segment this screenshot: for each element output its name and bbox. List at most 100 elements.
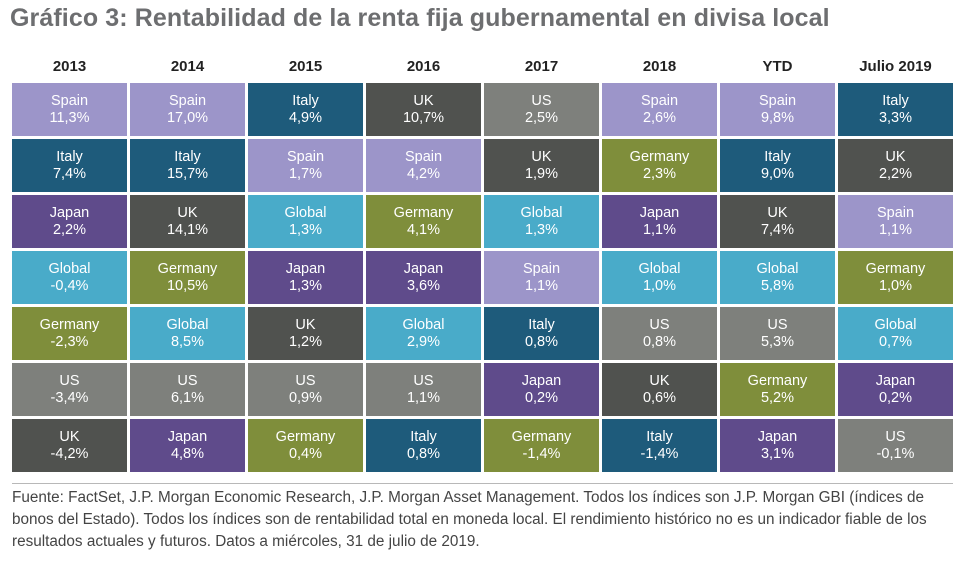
return-value: 8,5% — [170, 333, 205, 350]
country-label: Japan — [49, 204, 90, 221]
country-label: Global — [520, 204, 563, 221]
country-label: Germany — [39, 316, 100, 333]
return-cell: UK -4,2% — [12, 419, 127, 472]
return-cell: Global 1,0% — [602, 251, 717, 304]
return-value: 0,8% — [524, 333, 559, 350]
return-value: 1,7% — [288, 165, 323, 182]
country-label: Spain — [522, 260, 561, 277]
year-column: Julio 2019 Italy 3,3% UK 2,2% Spain 1,1% German… — [838, 57, 953, 472]
country-label: Global — [284, 204, 327, 221]
return-cell: Global 8,5% — [130, 307, 245, 360]
return-cell: Germany 1,0% — [838, 251, 953, 304]
return-cell: Germany 10,5% — [130, 251, 245, 304]
return-cell: Global 5,8% — [720, 251, 835, 304]
country-label: Spain — [286, 148, 325, 165]
return-value: 9,8% — [760, 109, 795, 126]
return-cell: Japan 1,1% — [602, 195, 717, 248]
return-cell: Spain 2,6% — [602, 83, 717, 136]
country-label: Spain — [50, 92, 89, 109]
country-label: Germany — [275, 428, 336, 445]
country-label: US — [177, 372, 198, 389]
return-value: 2,5% — [524, 109, 559, 126]
country-label: Italy — [292, 92, 319, 109]
return-cell: UK 1,9% — [484, 139, 599, 192]
return-cell: Japan 3,1% — [720, 419, 835, 472]
return-cell: Japan 0,2% — [838, 363, 953, 416]
return-value: 1,1% — [524, 277, 559, 294]
return-cell: UK 0,6% — [602, 363, 717, 416]
column-header: 2014 — [170, 58, 205, 75]
country-label: Spain — [168, 92, 207, 109]
return-value: -1,4% — [522, 445, 561, 462]
country-label: Germany — [157, 260, 218, 277]
country-label: Spain — [404, 148, 443, 165]
return-value: 1,3% — [288, 277, 323, 294]
return-value: 9,0% — [760, 165, 795, 182]
country-label: Italy — [764, 148, 791, 165]
return-value: -1,4% — [640, 445, 679, 462]
return-value: 17,0% — [166, 109, 209, 126]
return-cell: Global 1,3% — [484, 195, 599, 248]
column-header: YTD — [762, 58, 793, 75]
return-value: 10,5% — [166, 277, 209, 294]
return-cell: US 6,1% — [130, 363, 245, 416]
return-cell: UK 7,4% — [720, 195, 835, 248]
return-cell: Germany 0,4% — [248, 419, 363, 472]
chart-title: Gráfico 3: Rentabilidad de la renta fija… — [10, 4, 830, 32]
return-cell: Japan 1,3% — [248, 251, 363, 304]
column-header: 2017 — [524, 58, 559, 75]
return-value: 5,8% — [760, 277, 795, 294]
return-cell: Japan 4,8% — [130, 419, 245, 472]
country-label: Spain — [758, 92, 797, 109]
return-value: 0,9% — [288, 389, 323, 406]
divider — [12, 483, 953, 484]
column-header: 2018 — [642, 58, 677, 75]
country-label: Global — [874, 316, 917, 333]
return-value: 1,9% — [524, 165, 559, 182]
country-label: Global — [166, 316, 209, 333]
return-cell: Global -0,4% — [12, 251, 127, 304]
year-column: 2014 Spain 17,0% Italy 15,7% UK 14,1% Germany 10… — [130, 57, 245, 472]
country-label: US — [295, 372, 316, 389]
return-value: 2,2% — [878, 165, 913, 182]
country-label: Spain — [640, 92, 679, 109]
country-label: Japan — [403, 260, 444, 277]
return-cell: Germany -2,3% — [12, 307, 127, 360]
return-value: 2,9% — [406, 333, 441, 350]
return-value: 4,2% — [406, 165, 441, 182]
return-value: -0,4% — [50, 277, 89, 294]
return-cell: Italy 3,3% — [838, 83, 953, 136]
return-value: 7,4% — [52, 165, 87, 182]
country-label: Japan — [757, 428, 798, 445]
return-value: 1,1% — [642, 221, 677, 238]
return-value: 2,3% — [642, 165, 677, 182]
country-label: UK — [767, 204, 788, 221]
return-cell: Japan 3,6% — [366, 251, 481, 304]
country-label: Italy — [646, 428, 673, 445]
country-label: Spain — [876, 204, 915, 221]
return-cell: US 0,8% — [602, 307, 717, 360]
return-cell: UK 10,7% — [366, 83, 481, 136]
return-value: 6,1% — [170, 389, 205, 406]
return-value: 1,3% — [524, 221, 559, 238]
return-cell: Spain 1,1% — [838, 195, 953, 248]
year-column: 2016 UK 10,7% Spain 4,2% Germany 4,1% Japan 3,6%… — [366, 57, 481, 472]
return-value: 14,1% — [166, 221, 209, 238]
country-label: US — [531, 92, 552, 109]
return-value: 3,6% — [406, 277, 441, 294]
year-column: YTD Spain 9,8% Italy 9,0% UK 7,4% Global 5,8% US 5… — [720, 57, 835, 472]
return-value: 0,8% — [642, 333, 677, 350]
return-value: 3,1% — [760, 445, 795, 462]
return-cell: Germany -1,4% — [484, 419, 599, 472]
return-value: 4,8% — [170, 445, 205, 462]
return-value: 4,9% — [288, 109, 323, 126]
column-header: Julio 2019 — [859, 58, 932, 75]
country-label: Italy — [528, 316, 555, 333]
country-label: US — [649, 316, 670, 333]
country-label: UK — [295, 316, 316, 333]
return-cell: Italy 15,7% — [130, 139, 245, 192]
return-value: 15,7% — [166, 165, 209, 182]
return-value: 0,6% — [642, 389, 677, 406]
return-cell: US 2,5% — [484, 83, 599, 136]
country-label: Italy — [882, 92, 909, 109]
